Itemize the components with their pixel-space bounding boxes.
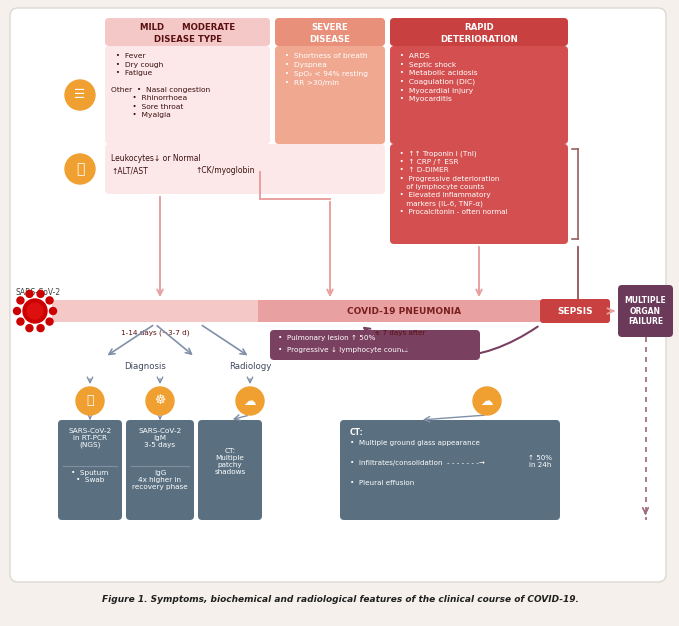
Circle shape <box>236 387 264 415</box>
Text: •  ↑↑ Troponin I (TnI)
  •  ↑ CRP /↑ ESR
  •  ↑ D-DIMER
  •  Progressive deterio: • ↑↑ Troponin I (TnI) • ↑ CRP /↑ ESR • ↑… <box>395 150 508 215</box>
Text: DISEASE: DISEASE <box>310 34 350 43</box>
Text: •  ARDS
  •  Septic shock
  •  Metabolic acidosis
  •  Coagulation (DIC)
  •  My: • ARDS • Septic shock • Metabolic acidos… <box>395 53 477 102</box>
FancyBboxPatch shape <box>390 46 568 144</box>
Text: DISEASE TYPE: DISEASE TYPE <box>153 34 221 43</box>
Text: Radiology: Radiology <box>229 362 271 371</box>
FancyBboxPatch shape <box>105 144 385 194</box>
Text: 1-14 days (~3-7 d): 1-14 days (~3-7 d) <box>121 330 189 337</box>
Text: MULTIPLE
ORGAN
FAILURE: MULTIPLE ORGAN FAILURE <box>625 296 666 326</box>
FancyBboxPatch shape <box>198 420 262 520</box>
Text: ↑CK/myoglobin: ↑CK/myoglobin <box>195 166 255 175</box>
Text: IgG
4x higher in
recovery phase: IgG 4x higher in recovery phase <box>132 470 188 490</box>
FancyBboxPatch shape <box>10 8 666 582</box>
Polygon shape <box>258 300 556 322</box>
Circle shape <box>46 318 53 325</box>
Text: •  Pleural effusion: • Pleural effusion <box>350 480 414 486</box>
Text: ☰: ☰ <box>75 88 86 101</box>
Text: ↑ALT/AST: ↑ALT/AST <box>111 166 148 175</box>
Text: ⦗: ⦗ <box>76 162 84 176</box>
Text: RAPID: RAPID <box>464 23 494 31</box>
FancyBboxPatch shape <box>275 18 385 46</box>
Text: CT:: CT: <box>350 428 364 437</box>
Circle shape <box>76 387 104 415</box>
Text: •  Shortness of breath
  •  Dyspnea
  •  SpO₂ < 94% resting
  •  RR >30/min: • Shortness of breath • Dyspnea • SpO₂ <… <box>280 53 368 86</box>
FancyBboxPatch shape <box>126 420 194 520</box>
Text: •  Infiltrates/consolidation  - - - - - - -→: • Infiltrates/consolidation - - - - - - … <box>350 460 485 466</box>
Circle shape <box>26 325 33 332</box>
Text: CT:
Multiple
patchy
shadows: CT: Multiple patchy shadows <box>215 448 246 475</box>
Polygon shape <box>52 300 268 322</box>
Circle shape <box>23 299 47 323</box>
Text: •  Fever
  •  Dry cough
  •  Fatigue

Other  •  Nasal congestion
         •  Rhi: • Fever • Dry cough • Fatigue Other • Na… <box>111 53 210 118</box>
Text: •  Multiple ground glass appearance: • Multiple ground glass appearance <box>350 440 480 446</box>
Text: ⧖: ⧖ <box>86 394 94 408</box>
FancyBboxPatch shape <box>58 420 122 520</box>
Text: •  Sputum
•  Swab: • Sputum • Swab <box>71 470 109 483</box>
Text: SARS-CoV-2
in RT-PCR
(NGS): SARS-CoV-2 in RT-PCR (NGS) <box>69 428 111 448</box>
Circle shape <box>146 387 174 415</box>
FancyBboxPatch shape <box>105 46 270 144</box>
Circle shape <box>473 387 501 415</box>
Text: Leukocytes↓ or Normal: Leukocytes↓ or Normal <box>111 154 201 163</box>
Text: ☁: ☁ <box>244 394 256 408</box>
Circle shape <box>46 297 53 304</box>
FancyBboxPatch shape <box>390 18 568 46</box>
Circle shape <box>26 290 33 297</box>
FancyBboxPatch shape <box>540 299 610 323</box>
Circle shape <box>65 80 95 110</box>
Text: ☸: ☸ <box>154 394 166 408</box>
Text: DETERIORATION: DETERIORATION <box>440 34 518 43</box>
FancyBboxPatch shape <box>270 330 480 360</box>
Text: •  Pulmonary lesion ↑ 50%: • Pulmonary lesion ↑ 50% <box>278 335 375 341</box>
Text: SEVERE: SEVERE <box>312 23 348 31</box>
Text: SARS-CoV-2
IgM
3-5 days: SARS-CoV-2 IgM 3-5 days <box>139 428 181 448</box>
Text: SEPSIS: SEPSIS <box>557 307 593 316</box>
Text: •  Progressive ↓ lymphocyte counts: • Progressive ↓ lymphocyte counts <box>278 347 408 353</box>
Circle shape <box>14 307 20 314</box>
Circle shape <box>27 303 43 319</box>
Text: COVID-19 PNEUMONIA: COVID-19 PNEUMONIA <box>347 307 461 316</box>
Circle shape <box>37 290 44 297</box>
Circle shape <box>37 325 44 332</box>
FancyBboxPatch shape <box>618 285 673 337</box>
Text: Figure 1. Symptoms, biochemical and radiological features of the clinical course: Figure 1. Symptoms, biochemical and radi… <box>102 595 579 605</box>
Text: ± 7 days after: ± 7 days after <box>374 330 426 336</box>
Text: SARS-CoV-2: SARS-CoV-2 <box>15 288 60 297</box>
FancyBboxPatch shape <box>390 144 568 244</box>
Text: ☁: ☁ <box>481 394 493 408</box>
FancyBboxPatch shape <box>340 420 560 520</box>
Text: Diagnosis: Diagnosis <box>124 362 166 371</box>
Text: ↑ 50%
in 24h: ↑ 50% in 24h <box>528 455 552 468</box>
FancyBboxPatch shape <box>105 18 270 46</box>
FancyBboxPatch shape <box>275 46 385 144</box>
Circle shape <box>17 318 24 325</box>
Circle shape <box>50 307 56 314</box>
Circle shape <box>17 297 24 304</box>
Text: MILD      MODERATE: MILD MODERATE <box>140 23 235 31</box>
Circle shape <box>65 154 95 184</box>
